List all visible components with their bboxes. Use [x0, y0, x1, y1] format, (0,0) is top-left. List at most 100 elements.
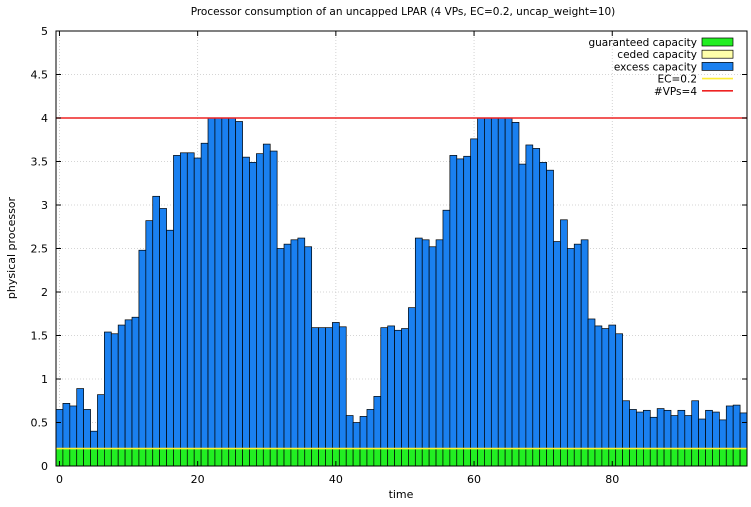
bar-excess-capacity-79 — [601, 328, 610, 449]
bar-excess-capacity-35 — [297, 237, 306, 449]
bar-guaranteed-capacity-36 — [304, 448, 313, 467]
y-tick-label: 0.5 — [31, 417, 49, 430]
bar-excess-capacity-89 — [670, 415, 679, 449]
bar-excess-capacity-8 — [110, 333, 119, 449]
bar-excess-capacity-51 — [408, 307, 416, 449]
bar-excess-capacity-24 — [221, 117, 230, 449]
bar-guaranteed-capacity-34 — [290, 448, 299, 467]
bar-excess-capacity-50 — [401, 328, 409, 449]
bar-guaranteed-capacity-85 — [642, 448, 651, 467]
bar-guaranteed-capacity-35 — [297, 448, 306, 467]
bar-excess-capacity-69 — [532, 148, 541, 449]
bar-guaranteed-capacity-96 — [719, 448, 727, 467]
y-tick-label: 4.5 — [31, 69, 49, 82]
bar-guaranteed-capacity-30 — [262, 448, 271, 467]
bar-excess-capacity-49 — [394, 329, 402, 449]
bar-excess-capacity-92 — [691, 400, 699, 449]
bar-excess-capacity-52 — [414, 237, 423, 449]
bar-guaranteed-capacity-81 — [615, 448, 623, 467]
bar-excess-capacity-10 — [124, 319, 133, 449]
bar-excess-capacity-87 — [656, 408, 665, 449]
bar-excess-capacity-1 — [62, 403, 71, 449]
bar-guaranteed-capacity-13 — [145, 448, 154, 467]
bar-guaranteed-capacity-37 — [311, 448, 319, 467]
bar-guaranteed-capacity-79 — [601, 448, 610, 467]
bar-guaranteed-capacity-61 — [477, 448, 485, 467]
bar-excess-capacity-16 — [166, 229, 174, 449]
bar-excess-capacity-68 — [525, 144, 534, 449]
bar-guaranteed-capacity-72 — [553, 448, 561, 467]
bar-excess-capacity-55 — [435, 239, 444, 449]
bar-guaranteed-capacity-2 — [69, 448, 78, 467]
bar-excess-capacity-71 — [546, 169, 554, 449]
bar-guaranteed-capacity-22 — [207, 448, 216, 467]
bar-excess-capacity-56 — [442, 209, 451, 449]
x-tick-label: 60 — [467, 473, 481, 486]
bar-excess-capacity-78 — [594, 325, 603, 449]
bar-guaranteed-capacity-83 — [629, 448, 637, 467]
bar-guaranteed-capacity-65 — [504, 448, 513, 467]
y-tick-label: 0 — [41, 460, 48, 473]
bar-excess-capacity-72 — [553, 241, 561, 449]
bar-guaranteed-capacity-71 — [546, 448, 554, 467]
bar-guaranteed-capacity-14 — [152, 448, 161, 467]
bar-excess-capacity-91 — [684, 415, 693, 449]
bar-excess-capacity-15 — [159, 208, 167, 449]
y-tick-label: 2 — [41, 286, 48, 299]
bar-excess-capacity-2 — [69, 405, 78, 449]
legend-swatch — [701, 49, 734, 59]
bar-guaranteed-capacity-75 — [573, 448, 582, 467]
bar-guaranteed-capacity-43 — [352, 448, 361, 467]
bar-excess-capacity-9 — [117, 324, 126, 449]
bar-guaranteed-capacity-1 — [62, 448, 71, 467]
bar-guaranteed-capacity-26 — [235, 448, 243, 467]
bar-excess-capacity-7 — [104, 331, 112, 449]
bar-excess-capacity-99 — [739, 412, 748, 449]
bar-guaranteed-capacity-89 — [670, 448, 679, 467]
bar-guaranteed-capacity-31 — [269, 448, 278, 467]
bar-guaranteed-capacity-38 — [318, 448, 326, 467]
bar-excess-capacity-86 — [649, 416, 658, 449]
bar-guaranteed-capacity-33 — [283, 448, 292, 467]
bar-excess-capacity-43 — [352, 422, 361, 449]
x-tick-label: 0 — [56, 473, 63, 486]
bar-guaranteed-capacity-5 — [90, 448, 98, 467]
bar-guaranteed-capacity-29 — [256, 448, 264, 467]
bar-excess-capacity-83 — [629, 409, 637, 449]
bar-guaranteed-capacity-52 — [414, 448, 423, 467]
bar-guaranteed-capacity-46 — [373, 448, 382, 467]
bar-guaranteed-capacity-47 — [380, 448, 389, 467]
x-axis-label: time — [389, 488, 414, 501]
bar-guaranteed-capacity-7 — [104, 448, 112, 467]
bar-excess-capacity-98 — [732, 404, 741, 449]
y-tick-label: 1 — [41, 373, 48, 386]
bar-excess-capacity-70 — [539, 162, 547, 449]
y-tick-label: 3 — [41, 199, 48, 212]
bar-excess-capacity-6 — [97, 394, 105, 449]
bar-guaranteed-capacity-11 — [131, 448, 140, 467]
bar-guaranteed-capacity-44 — [359, 448, 368, 467]
legend-swatch — [701, 62, 734, 71]
bar-excess-capacity-22 — [207, 117, 216, 449]
bar-guaranteed-capacity-49 — [394, 448, 402, 467]
y-tick-label: 4 — [41, 112, 48, 125]
bar-excess-capacity-41 — [338, 326, 347, 449]
y-tick-label: 1.5 — [31, 330, 49, 343]
bar-guaranteed-capacity-10 — [124, 448, 133, 467]
bar-excess-capacity-34 — [290, 239, 299, 449]
y-axis-label: physical processor — [5, 196, 18, 299]
bar-guaranteed-capacity-84 — [636, 448, 644, 467]
bar-excess-capacity-54 — [428, 246, 437, 449]
bar-guaranteed-capacity-4 — [83, 448, 91, 467]
bar-excess-capacity-53 — [421, 239, 430, 449]
bar-excess-capacity-76 — [580, 239, 589, 449]
bar-excess-capacity-64 — [497, 117, 506, 449]
bar-guaranteed-capacity-16 — [166, 448, 174, 467]
bar-guaranteed-capacity-63 — [490, 448, 499, 467]
bar-excess-capacity-29 — [256, 153, 264, 449]
bar-guaranteed-capacity-12 — [138, 448, 147, 467]
bar-guaranteed-capacity-9 — [117, 448, 126, 467]
bar-guaranteed-capacity-18 — [180, 448, 188, 467]
